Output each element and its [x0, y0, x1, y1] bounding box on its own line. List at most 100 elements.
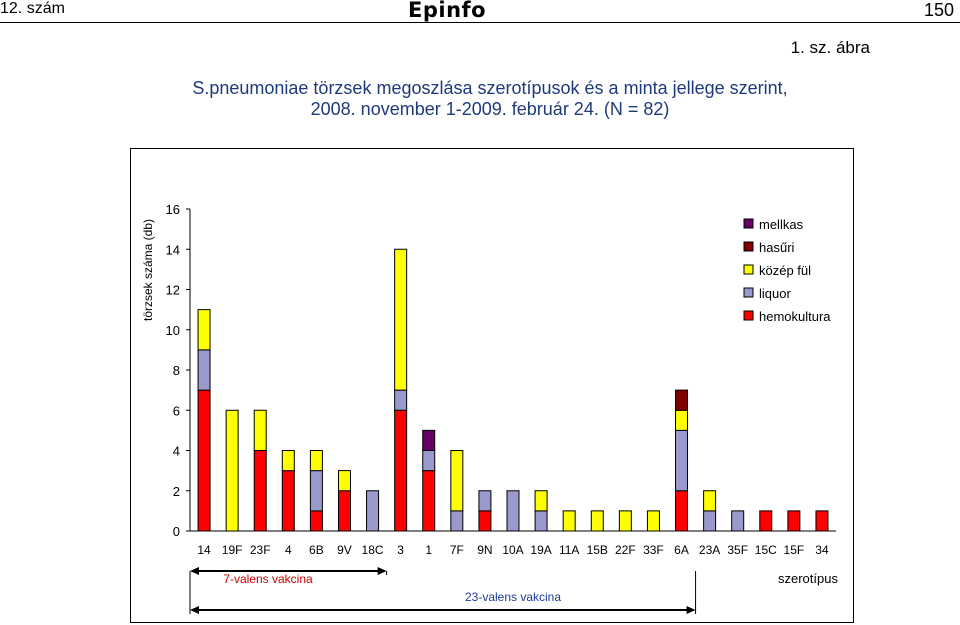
x-tick-label: 22F: [615, 543, 636, 557]
chart-frame: [130, 148, 854, 623]
bar-segment-7F-közép-fül: [450, 450, 464, 512]
bar-segment-9N-hemokultura: [478, 510, 492, 532]
bar-segment-6B-közép-fül: [309, 450, 323, 472]
x-axis-title: szerotípus: [778, 571, 838, 586]
legend-label: liquor: [759, 286, 791, 301]
x-tick-label: 9N: [477, 543, 492, 557]
bar-segment-14-hemokultura: [197, 389, 211, 532]
bar-segment-4-hemokultura: [281, 470, 295, 532]
bar-segment-9V-hemokultura: [337, 490, 351, 532]
y-tick-label: 0: [173, 524, 180, 539]
y-axis-title: törzsek száma (db): [141, 219, 155, 321]
vaccine-bracket-arrow-left: [190, 567, 199, 575]
vaccine-bracket-arrow-right: [686, 606, 696, 614]
y-tick-label: 4: [173, 444, 180, 459]
bar-segment-22F-közép-fül: [618, 510, 632, 532]
bar-segment-6A-hemokultura: [675, 490, 689, 532]
x-tick-label: 19A: [530, 543, 551, 557]
x-tick-label: 7F: [450, 543, 464, 557]
y-tick-label: 12: [166, 283, 180, 298]
figure-title-line1: S.pneumoniae törzsek megoszlása szerotíp…: [192, 78, 788, 98]
bar-segment-1-hemokultura: [422, 470, 436, 532]
y-tick-label: 8: [173, 363, 180, 378]
bar-segment-1-mellkas: [422, 429, 436, 451]
x-tick-label: 34: [815, 543, 829, 557]
vaccine-bracket-arrow-right: [377, 567, 387, 575]
x-tick-label: 15F: [784, 543, 805, 557]
bar-segment-15C-hemokultura: [759, 510, 773, 532]
vaccine-bracket-arrow-left: [190, 606, 199, 614]
bar-segment-35F-liquor: [731, 510, 745, 532]
bar-segment-9V-közép-fül: [337, 470, 351, 492]
legend-swatch: [743, 287, 754, 298]
bar-segment-23F-közép-fül: [253, 409, 267, 451]
header-divider: [0, 22, 960, 23]
bar-segment-1-liquor: [422, 450, 436, 472]
epinfo-logo: Epinfo: [408, 0, 487, 22]
x-tick-label: 19F: [222, 543, 243, 557]
x-tick-label: 23F: [250, 543, 271, 557]
issue-number: 12. szám: [0, 0, 65, 17]
legend-label: mellkas: [759, 217, 804, 232]
bar-segment-19F-közép-fül: [225, 409, 239, 532]
y-tick-label: 14: [166, 242, 180, 257]
bar-segment-7F-liquor: [450, 510, 464, 532]
bar-segment-23F-hemokultura: [253, 450, 267, 532]
bar-segment-3-közép-fül: [394, 248, 408, 391]
x-tick-label: 10A: [502, 543, 523, 557]
y-tick-label: 16: [166, 202, 180, 217]
legend-swatch: [743, 264, 754, 275]
figure-label: 1. sz. ábra: [790, 38, 870, 57]
bar-segment-6A-hasűri: [675, 389, 689, 411]
legend-swatch: [743, 218, 754, 229]
bar-segment-18C-liquor: [366, 490, 380, 532]
legend-label: hemokultura: [759, 309, 831, 324]
bar-segment-3-liquor: [394, 389, 408, 411]
bar-segment-4-közép-fül: [281, 450, 295, 472]
legend-swatch: [743, 241, 754, 252]
x-tick-label: 15C: [755, 543, 777, 557]
page-number: 150: [923, 0, 954, 20]
bar-segment-11A-közép-fül: [562, 510, 576, 532]
x-tick-label: 4: [285, 543, 292, 557]
bar-segment-6B-hemokultura: [309, 510, 323, 532]
bar-segment-10A-liquor: [506, 490, 520, 532]
figure-title: S.pneumoniae törzsek megoszlása szerotíp…: [90, 78, 890, 120]
y-tick-label: 10: [166, 323, 180, 338]
vaccine-group-label: 7-valens vakcina: [223, 572, 313, 586]
legend-swatch: [743, 310, 754, 321]
bar-segment-15B-közép-fül: [590, 510, 604, 532]
x-tick-label: 6A: [674, 543, 689, 557]
x-tick-label: 1: [425, 543, 432, 557]
bar-segment-23A-liquor: [703, 510, 717, 532]
bar-segment-14-közép-fül: [197, 309, 211, 351]
bar-segment-9N-liquor: [478, 490, 492, 512]
x-tick-label: 35F: [727, 543, 748, 557]
x-tick-label: 9V: [337, 543, 352, 557]
bar-segment-6A-liquor: [675, 429, 689, 492]
bar-segment-34-hemokultura: [815, 510, 829, 532]
x-tick-label: 33F: [643, 543, 664, 557]
x-tick-label: 15B: [587, 543, 608, 557]
legend-label: közép fül: [759, 263, 811, 278]
x-tick-label: 14: [197, 543, 211, 557]
x-tick-label: 11A: [559, 543, 579, 557]
bar-segment-19A-közép-fül: [534, 490, 548, 512]
bar-segment-6B-liquor: [309, 470, 323, 512]
figure-title-line2: 2008. november 1-2009. február 24. (N = …: [310, 99, 670, 119]
y-tick-label: 6: [173, 403, 180, 418]
bar-segment-15F-hemokultura: [787, 510, 801, 532]
x-tick-label: 23A: [699, 543, 720, 557]
bar-segment-3-hemokultura: [394, 409, 408, 532]
x-tick-label: 3: [397, 543, 404, 557]
vaccine-group-label: 23-valens vakcina: [465, 590, 561, 604]
x-tick-label: 6B: [309, 543, 324, 557]
bar-segment-23A-közép-fül: [703, 490, 717, 512]
bar-segment-14-liquor: [197, 349, 211, 391]
bar-segment-19A-liquor: [534, 510, 548, 532]
bar-segment-33F-közép-fül: [646, 510, 660, 532]
bar-segment-6A-közép-fül: [675, 409, 689, 431]
legend-label: hasűri: [759, 240, 795, 255]
y-tick-label: 2: [173, 484, 180, 499]
